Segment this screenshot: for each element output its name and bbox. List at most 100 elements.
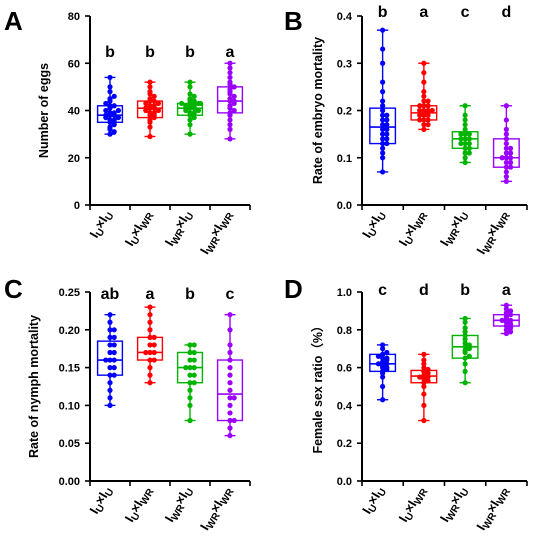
data-point <box>466 150 472 156</box>
y-tick-label: 0.6 <box>337 363 352 375</box>
data-point <box>417 103 423 109</box>
data-point <box>462 131 468 137</box>
data-point <box>187 117 193 123</box>
box-group <box>410 60 438 132</box>
data-point <box>503 126 509 132</box>
data-point <box>187 387 193 393</box>
data-point <box>191 93 197 99</box>
data-point <box>191 349 197 356</box>
data-point <box>503 155 509 161</box>
data-point <box>462 155 468 161</box>
category-label: IU×IWR <box>396 483 431 526</box>
y-tick-label: 0.3 <box>337 58 352 70</box>
significance-label: a <box>502 282 511 299</box>
data-point <box>380 363 386 369</box>
y-tick-label: 0.2 <box>337 438 352 450</box>
data-point <box>421 376 427 382</box>
box-group <box>136 304 164 386</box>
y-tick-label: 0.4 <box>337 11 353 23</box>
data-point <box>107 110 113 116</box>
box-group <box>369 27 397 175</box>
data-point <box>111 103 117 109</box>
data-point <box>187 395 193 401</box>
data-point <box>107 395 113 401</box>
data-point <box>227 60 233 66</box>
y-tick-label: 0.10 <box>59 400 80 412</box>
data-point <box>227 110 233 116</box>
data-point <box>384 112 390 118</box>
data-point <box>466 145 472 151</box>
y-tick-label: 20 <box>68 153 80 165</box>
data-point <box>466 346 472 352</box>
data-point <box>111 327 117 333</box>
data-point <box>380 368 386 374</box>
data-point <box>380 355 386 361</box>
data-point <box>179 100 185 107</box>
data-point <box>107 312 113 318</box>
data-point <box>227 65 233 71</box>
data-point <box>507 145 514 151</box>
data-point <box>503 319 509 325</box>
data-point <box>507 317 514 323</box>
data-point <box>147 103 153 109</box>
data-point <box>503 117 509 123</box>
data-point <box>111 365 117 371</box>
data-point <box>111 93 117 99</box>
data-point <box>417 107 423 114</box>
significance-label: a <box>226 44 235 61</box>
data-point <box>147 334 153 340</box>
data-point <box>227 349 233 356</box>
data-point <box>380 89 386 95</box>
data-point <box>503 145 509 151</box>
data-point <box>227 79 233 85</box>
data-point <box>107 84 113 90</box>
data-point <box>147 349 153 356</box>
data-point <box>231 98 237 104</box>
data-point <box>107 89 113 95</box>
data-point <box>380 46 386 52</box>
significance-label: b <box>460 282 470 299</box>
data-point <box>462 368 468 374</box>
data-point <box>107 387 113 393</box>
data-point <box>425 112 431 118</box>
data-point <box>462 329 468 335</box>
panel-letter: B <box>284 6 303 36</box>
data-point <box>499 317 505 323</box>
data-point <box>421 103 427 109</box>
data-point <box>462 145 468 151</box>
category-label: IU×IWR <box>396 207 431 250</box>
data-point <box>466 140 472 147</box>
data-point <box>384 349 390 356</box>
data-point <box>425 366 431 373</box>
y-tick-label: 60 <box>68 58 80 70</box>
data-point <box>103 100 109 107</box>
data-point <box>227 357 233 363</box>
data-point <box>227 365 233 371</box>
data-point <box>503 330 509 337</box>
y-tick-label: 0.15 <box>59 363 80 375</box>
data-point <box>421 368 427 374</box>
data-point <box>143 105 149 111</box>
data-point <box>191 365 197 371</box>
data-point <box>187 402 193 408</box>
data-point <box>380 169 386 175</box>
data-point <box>187 110 193 116</box>
data-point <box>227 74 233 81</box>
data-point <box>466 342 472 348</box>
data-point <box>380 122 386 128</box>
data-point <box>380 117 386 123</box>
data-point <box>111 372 117 378</box>
data-point <box>227 417 233 424</box>
data-point <box>425 98 431 104</box>
data-point <box>421 372 427 378</box>
y-tick-label: 0.05 <box>59 438 80 450</box>
y-tick-label: 0.4 <box>337 400 353 412</box>
data-point <box>380 126 386 132</box>
data-point <box>227 86 233 92</box>
data-point <box>187 365 193 371</box>
data-point <box>425 378 431 384</box>
box-group <box>176 342 204 424</box>
data-point <box>227 312 233 318</box>
